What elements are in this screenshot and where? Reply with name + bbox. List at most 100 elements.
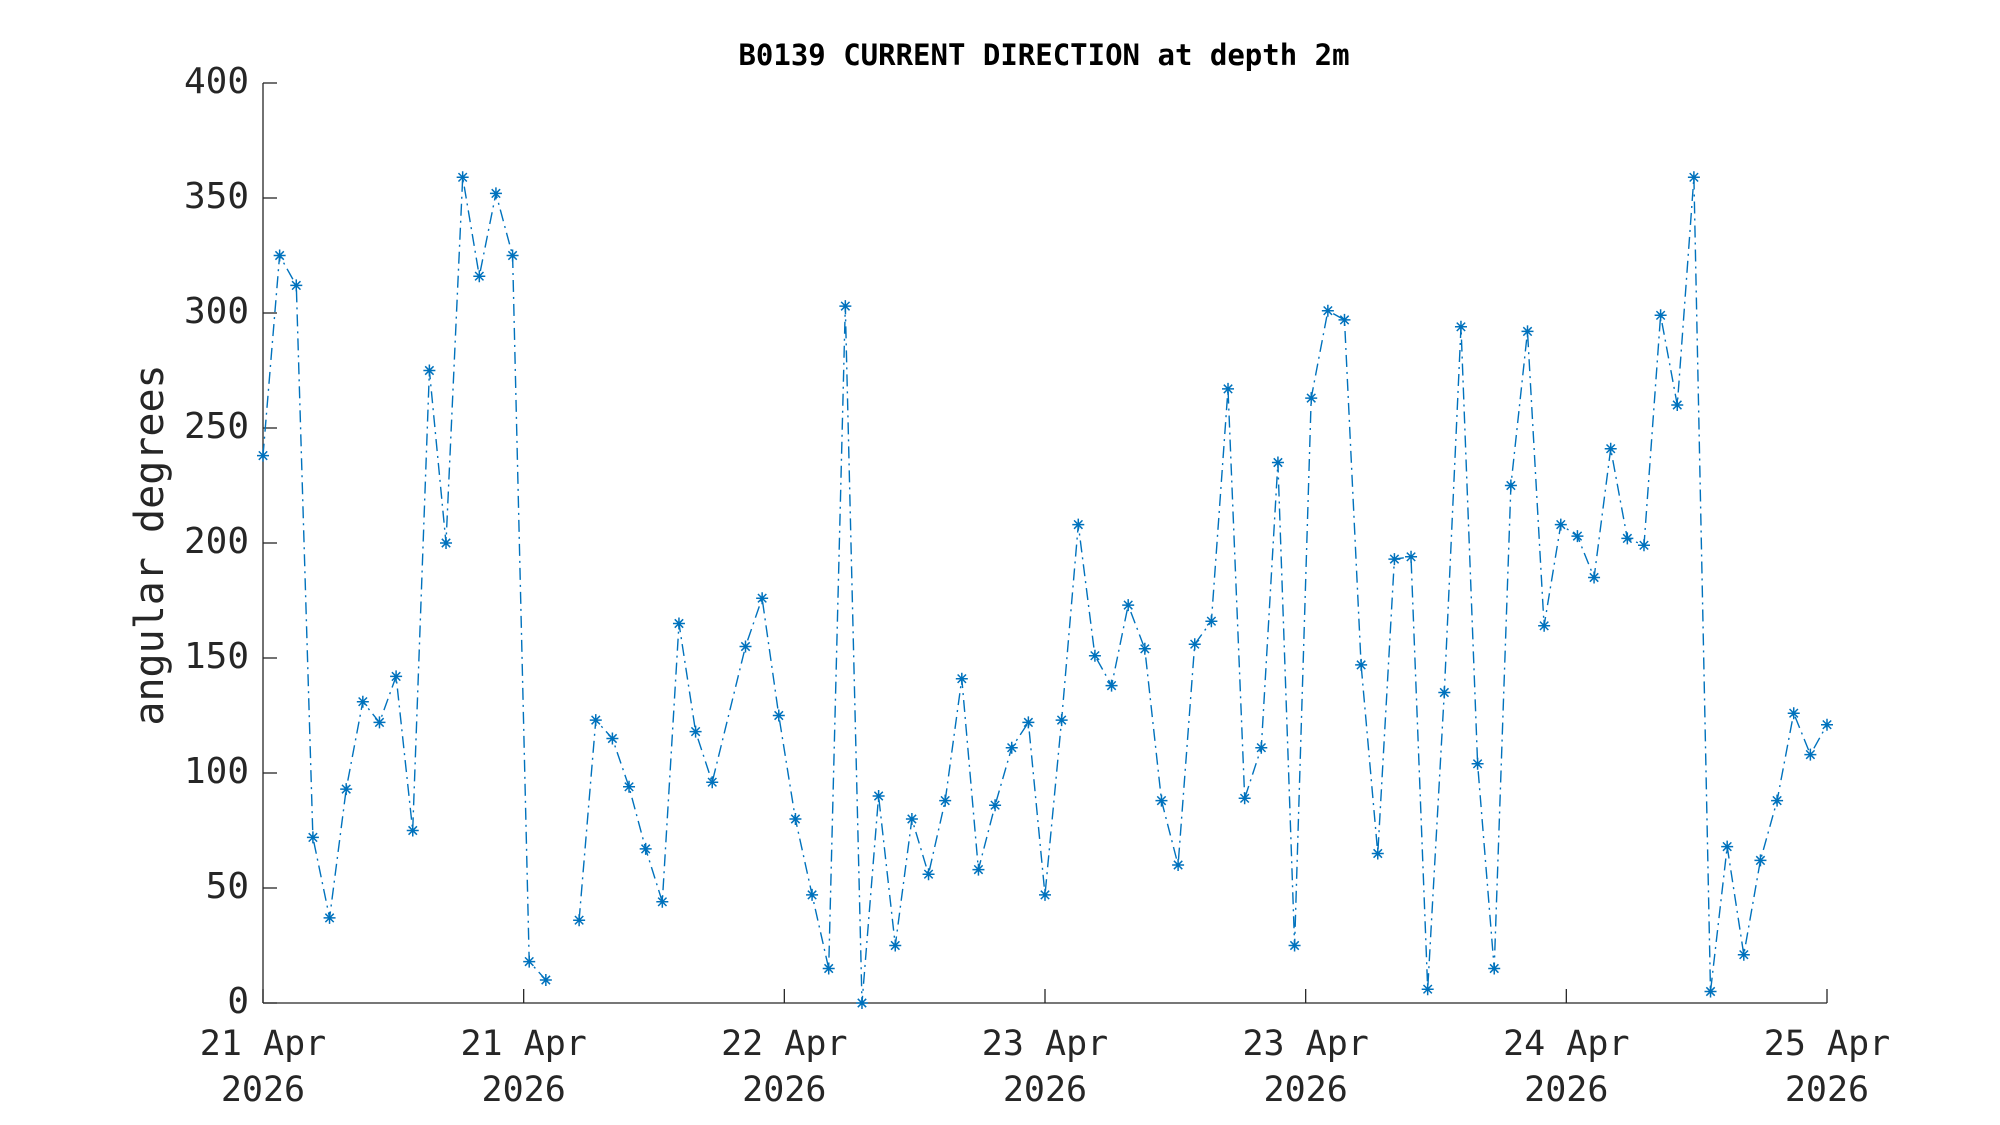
data-point <box>939 794 952 807</box>
data-point <box>1155 794 1168 807</box>
data-point <box>772 709 785 722</box>
data-point <box>1172 859 1185 871</box>
data-point <box>972 863 985 876</box>
data-point <box>606 732 619 745</box>
data-point <box>1704 985 1717 998</box>
data-point <box>1205 615 1218 628</box>
x-tick-label: 23 Apr 2026 <box>981 1024 1109 1110</box>
data-point <box>1005 741 1018 754</box>
data-point <box>1504 479 1517 492</box>
data-point <box>1521 325 1534 338</box>
data-point <box>506 249 519 262</box>
data-point <box>589 714 602 727</box>
data-point <box>440 537 453 549</box>
data-point <box>639 842 652 855</box>
y-tick-label: 150 <box>184 636 249 677</box>
y-tick-label: 250 <box>184 406 249 447</box>
y-axis-label: angular degrees <box>127 364 173 725</box>
x-tick-label: 22 Apr 2026 <box>721 1024 848 1110</box>
data-point <box>473 270 486 283</box>
y-tick-label: 400 <box>184 61 249 102</box>
data-point <box>623 780 636 793</box>
data-point <box>539 974 552 986</box>
x-tick-label: 21 Apr 2026 <box>199 1024 327 1110</box>
data-point <box>489 187 502 200</box>
data-point <box>1721 840 1734 853</box>
data-point <box>1355 658 1368 671</box>
data-point <box>306 831 319 844</box>
data-line <box>262 177 1828 1004</box>
data-point <box>1238 792 1251 805</box>
data-point <box>1654 309 1667 322</box>
data-point <box>1604 442 1617 455</box>
y-tick-label: 200 <box>184 521 249 562</box>
y-tick-label: 0 <box>227 981 249 1022</box>
y-tick-label: 50 <box>206 866 249 907</box>
data-point <box>1438 686 1451 699</box>
data-point <box>1022 716 1035 729</box>
data-point <box>756 592 769 605</box>
data-point <box>739 640 752 653</box>
data-point <box>1055 714 1068 727</box>
data-point <box>373 716 386 729</box>
data-point <box>1138 642 1151 655</box>
y-tick-label: 300 <box>184 291 249 332</box>
data-point <box>1471 757 1484 770</box>
data-point <box>1321 304 1334 317</box>
data-point <box>989 799 1002 812</box>
data-point <box>1421 983 1434 996</box>
data-point <box>1255 741 1268 754</box>
data-point <box>406 824 419 837</box>
x-tick-label: 23 Apr 2026 <box>1242 1024 1369 1110</box>
data-point <box>1105 679 1118 692</box>
data-point <box>905 813 918 825</box>
data-point <box>257 449 269 462</box>
data-point <box>1804 748 1817 761</box>
data-point <box>689 725 702 738</box>
data-point <box>573 914 586 927</box>
chart-title: B0139 CURRENT DIRECTION at depth 2m <box>738 38 1349 72</box>
data-point <box>922 868 935 881</box>
data-point <box>323 911 336 924</box>
data-point <box>1405 550 1418 563</box>
data-point <box>1088 649 1101 662</box>
data-point <box>1754 854 1767 867</box>
data-point <box>1305 392 1318 405</box>
data-point <box>290 279 303 292</box>
data-point <box>1637 539 1650 552</box>
data-point <box>456 171 469 184</box>
data-point <box>822 962 835 975</box>
data-point <box>1821 718 1833 731</box>
data-point <box>839 300 852 313</box>
data-point <box>1271 456 1284 469</box>
y-tick-label: 100 <box>184 751 249 792</box>
data-point <box>1621 532 1634 545</box>
data-point <box>806 888 819 901</box>
data-point <box>356 695 369 708</box>
data-point <box>855 997 868 1009</box>
data-point <box>706 776 719 789</box>
data-point <box>1488 962 1501 975</box>
data-point <box>1554 518 1567 531</box>
data-point <box>1571 530 1584 543</box>
data-point <box>1671 399 1684 411</box>
data-point <box>1222 382 1235 395</box>
data-point <box>672 617 685 630</box>
data-point <box>872 790 885 802</box>
data-point <box>523 955 536 968</box>
data-point <box>1072 518 1085 531</box>
x-tick-label: 25 Apr 2026 <box>1763 1024 1891 1110</box>
data-point <box>1687 171 1700 184</box>
data-point <box>1787 707 1800 720</box>
data-point <box>1454 320 1467 333</box>
data-point <box>889 939 902 952</box>
data-point <box>1771 794 1784 807</box>
data-point <box>273 249 286 262</box>
data-point <box>390 670 403 683</box>
data-point <box>1288 939 1301 952</box>
data-point <box>955 672 968 685</box>
data-point <box>1039 888 1051 901</box>
data-point <box>423 364 436 377</box>
